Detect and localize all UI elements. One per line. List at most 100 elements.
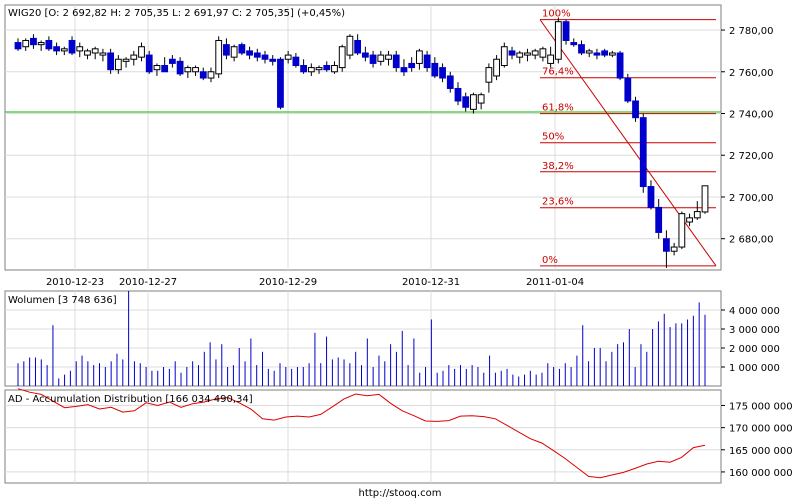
- candle-body: [547, 54, 555, 64]
- candle-body: [601, 50, 609, 56]
- candle-body: [338, 46, 346, 69]
- candle-body: [253, 52, 261, 58]
- candle-body: [369, 54, 377, 64]
- fib-level-label: 61,8%: [542, 103, 574, 114]
- fib-level-label: 0%: [542, 255, 558, 266]
- price-y-tick-label: 2 760,00: [729, 68, 774, 79]
- candle-body: [508, 50, 516, 56]
- ad-y-tick-label: 170 000 000: [729, 424, 793, 435]
- price-candles: [14, 17, 709, 268]
- candle-body: [261, 54, 269, 60]
- candle-body: [361, 52, 369, 58]
- price-y-tick-label: 2 680,00: [729, 235, 774, 246]
- candle-body: [423, 54, 431, 69]
- price-panel-frame: [4, 4, 722, 271]
- price-panel: 100% 76,4% 61,8% 50% 38,2% 23,6% 0% WIG20 [O: …: [4, 4, 774, 288]
- volume-title: Wolumen [3 748 636]: [8, 295, 117, 306]
- candle-body: [655, 206, 663, 233]
- price-y-tick-label: 2 780,00: [729, 26, 774, 37]
- candle-body: [37, 42, 45, 46]
- volume-grid: [5, 291, 721, 386]
- ad-panel: AD - Accumulation Distribution [166 034 …: [4, 388, 793, 484]
- fib-level-label: 100%: [542, 9, 571, 20]
- candle-body: [446, 75, 454, 89]
- candle-body: [477, 94, 485, 104]
- candle-body: [392, 54, 400, 69]
- candle-body: [624, 77, 632, 102]
- price-y-axis: 2 780,00 2 760,00 2 740,00 2 720,00 2 700,00…: [721, 26, 774, 246]
- candle-body: [346, 35, 354, 56]
- candle-body: [223, 44, 230, 56]
- candle-body: [686, 217, 693, 223]
- candle-body: [246, 50, 253, 56]
- candle-body: [663, 238, 670, 252]
- candle-body: [315, 67, 323, 71]
- fib-trend-line: [539, 19, 717, 267]
- candle-body: [76, 46, 84, 52]
- candle-body: [168, 58, 176, 64]
- candle-body: [431, 62, 439, 77]
- candle-body: [192, 67, 199, 73]
- candle-body: [99, 52, 107, 56]
- candle-body: [323, 65, 331, 71]
- volume-bars: [17, 291, 706, 386]
- candle-body: [238, 44, 246, 54]
- candle-body: [230, 46, 238, 58]
- candle-body: [207, 71, 215, 79]
- candle-body: [45, 39, 53, 50]
- candle-body: [493, 58, 500, 77]
- price-x-tick-label: 2010-12-31: [402, 277, 460, 288]
- candle-body: [608, 52, 616, 56]
- candle-body: [215, 39, 223, 75]
- candle-body: [524, 52, 531, 56]
- ad-y-tick-label: 175 000 000: [729, 402, 793, 413]
- candle-body: [199, 71, 207, 79]
- candle-body: [593, 52, 601, 56]
- volume-panel: Wolumen [3 748 636] 4 000 000 3 000 000 2 …: [4, 290, 780, 387]
- candle-body: [122, 58, 130, 62]
- candle-body: [138, 46, 145, 58]
- candle-body: [439, 67, 446, 79]
- candle-body: [616, 52, 624, 79]
- candle-body: [161, 65, 169, 73]
- candle-body: [307, 67, 315, 73]
- candle-body: [570, 42, 578, 46]
- ad-title: AD - Accumulation Distribution [166 034 …: [8, 394, 253, 405]
- candle-body: [539, 48, 547, 58]
- candle-body: [516, 52, 524, 58]
- candle-body: [53, 46, 60, 52]
- candle-body: [470, 94, 477, 110]
- candle-body: [130, 54, 138, 60]
- candle-body: [578, 44, 585, 54]
- price-x-tick-label: 2011-01-04: [526, 277, 584, 288]
- candle-body: [693, 211, 701, 219]
- price-info-title: WIG20 [O: 2 692,82 H: 2 705,35 L: 2 691,…: [8, 8, 345, 19]
- candle-body: [415, 50, 423, 64]
- candle-body: [531, 50, 539, 56]
- fib-level-label: 76,4%: [542, 67, 574, 78]
- price-y-tick-label: 2 720,00: [729, 151, 774, 162]
- candle-body: [60, 48, 68, 52]
- ad-y-tick-label: 165 000 000: [729, 446, 793, 457]
- candle-body: [562, 21, 570, 41]
- candle-body: [277, 58, 284, 108]
- candle-body: [14, 42, 22, 50]
- candle-body: [107, 52, 115, 71]
- candle-body: [145, 54, 153, 73]
- volume-y-tick-label: 3 000 000: [729, 325, 780, 336]
- fib-level-label: 50%: [542, 132, 564, 143]
- fib-level-label: 23,6%: [542, 197, 574, 208]
- candle-body: [454, 87, 462, 102]
- candle-body: [114, 58, 122, 71]
- candle-body: [554, 21, 562, 60]
- price-x-tick-label: 2010-12-27: [119, 277, 177, 288]
- fib-level-label: 38,2%: [542, 161, 574, 172]
- candle-body: [670, 246, 678, 252]
- candle-body: [632, 100, 639, 119]
- volume-y-axis: 4 000 000 3 000 000 2 000 000 1 000 000: [721, 306, 780, 374]
- ad-y-axis: 175 000 000 170 000 000 165 000 000 160 000…: [721, 402, 793, 479]
- candle-body: [84, 50, 91, 56]
- candle-body: [462, 96, 470, 108]
- ad-line: [17, 388, 706, 479]
